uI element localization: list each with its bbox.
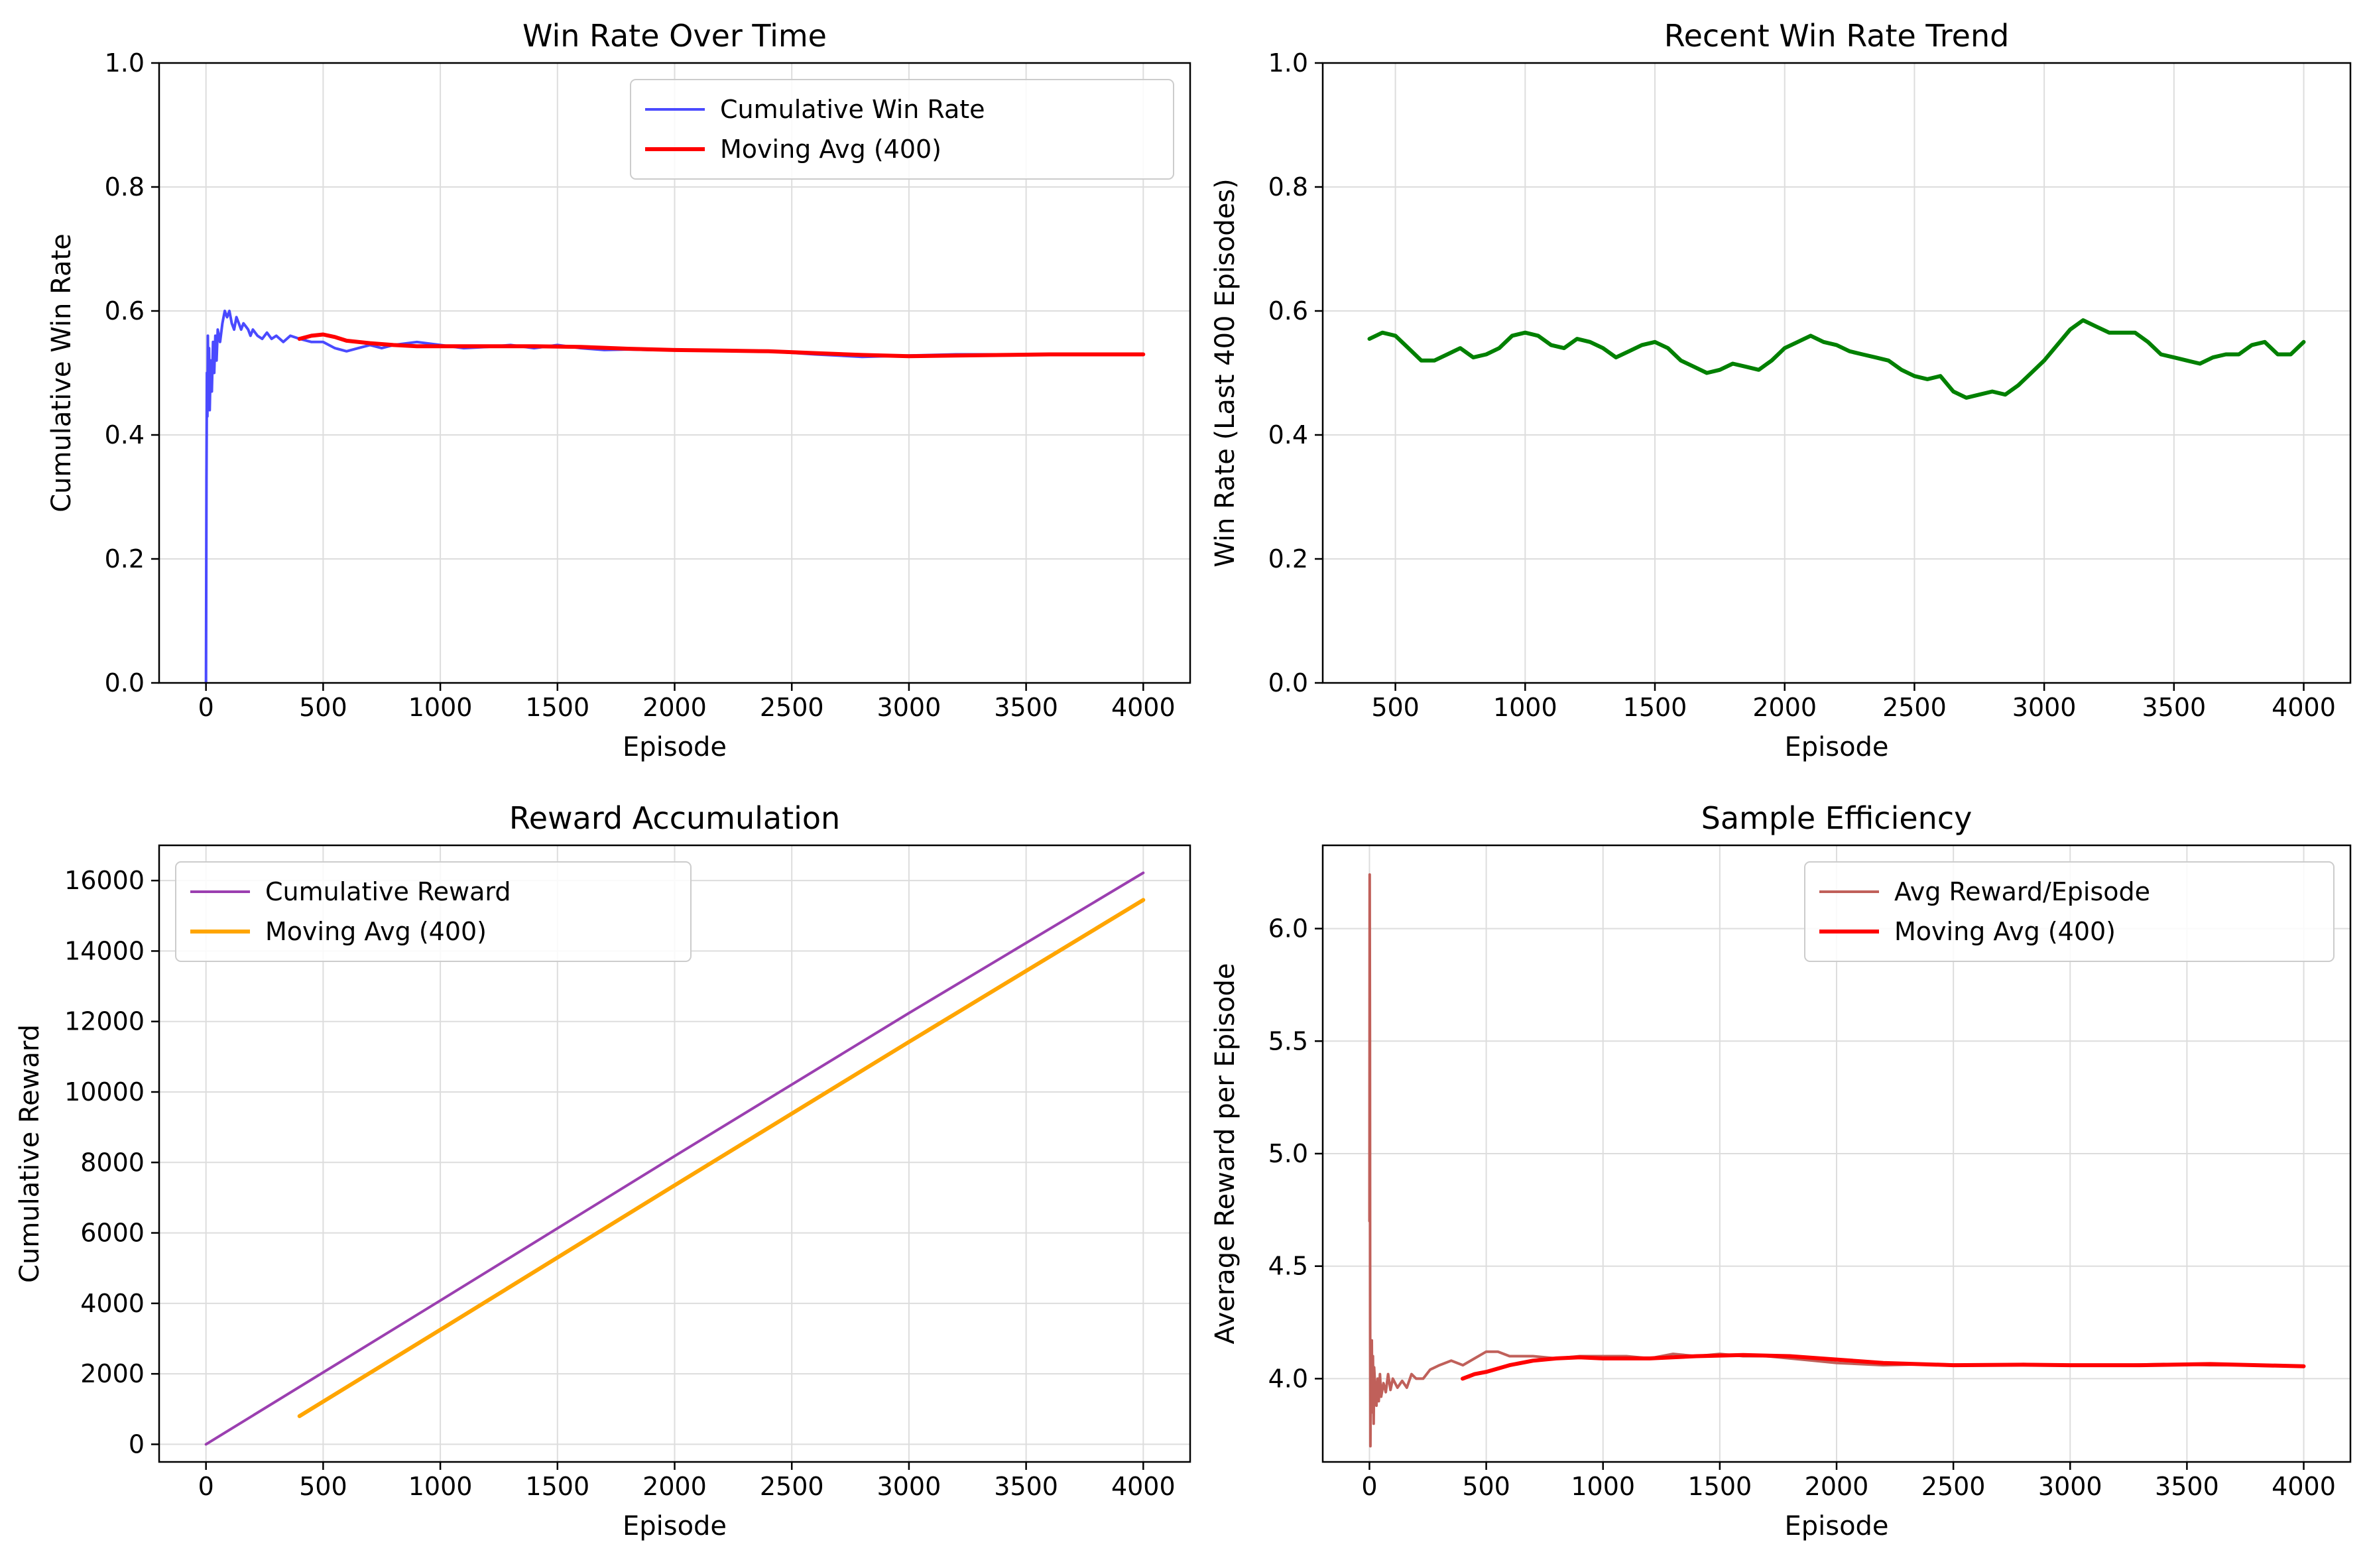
x-tick-label: 1000 xyxy=(1571,1472,1635,1501)
x-tick-label: 0 xyxy=(198,1472,214,1501)
x-tick-label: 4000 xyxy=(1111,693,1176,722)
y-tick-label: 5.0 xyxy=(1268,1139,1308,1168)
x-tick-label: 1500 xyxy=(1623,693,1687,722)
x-tick-label: 1000 xyxy=(1493,693,1557,722)
x-tick-label: 1000 xyxy=(408,693,473,722)
y-axis-label: Cumulative Win Rate xyxy=(46,233,77,513)
x-tick-label: 3500 xyxy=(994,1472,1058,1501)
y-tick-label: 0 xyxy=(129,1429,145,1459)
legend-entry-label: Moving Avg (400) xyxy=(1894,917,2116,946)
y-tick-label: 16000 xyxy=(64,866,145,895)
x-axis-label: Episode xyxy=(1784,732,1888,762)
legend-entry-label: Moving Avg (400) xyxy=(720,135,941,164)
y-tick-label: 4.0 xyxy=(1268,1364,1308,1393)
legend-entry-label: Avg Reward/Episode xyxy=(1894,877,2150,906)
x-tick-label: 500 xyxy=(299,693,347,722)
y-axis-label: Cumulative Reward xyxy=(15,1024,45,1283)
legend-box xyxy=(630,79,1174,180)
x-tick-label: 3000 xyxy=(2012,693,2077,722)
x-tick-label: 2000 xyxy=(1805,1472,1869,1501)
y-tick-label: 0.2 xyxy=(105,544,145,573)
y-axis-label: Average Reward per Episode xyxy=(1210,963,1241,1345)
x-tick-label: 0 xyxy=(1361,1472,1377,1501)
y-tick-label: 6.0 xyxy=(1268,914,1308,943)
y-tick-label: 1.0 xyxy=(1268,48,1308,78)
x-axis-label: Episode xyxy=(623,732,727,762)
x-tick-label: 2000 xyxy=(642,1472,707,1501)
y-tick-label: 4.5 xyxy=(1268,1252,1308,1281)
y-tick-label: 0.2 xyxy=(1268,544,1308,573)
x-tick-label: 0 xyxy=(198,693,214,722)
y-tick-label: 4000 xyxy=(80,1289,145,1318)
x-tick-label: 3500 xyxy=(2155,1472,2219,1501)
x-tick-label: 500 xyxy=(1462,1472,1510,1501)
x-tick-label: 4000 xyxy=(2272,693,2336,722)
x-tick-label: 2500 xyxy=(760,1472,824,1501)
x-tick-label: 1500 xyxy=(1688,1472,1752,1501)
x-tick-label: 2000 xyxy=(642,693,707,722)
y-tick-label: 0.0 xyxy=(1268,668,1308,697)
x-tick-label: 2500 xyxy=(1921,1472,1986,1501)
x-axis-label: Episode xyxy=(1784,1511,1888,1541)
x-tick-label: 3500 xyxy=(2142,693,2206,722)
axes-frame xyxy=(1321,62,2352,684)
y-tick-label: 0.0 xyxy=(105,668,145,697)
chart-reward: 0 500 1000 1500 2000 2500 3000 3500 4000 0 2000 400… xyxy=(15,800,1191,1541)
y-tick-label: 0.6 xyxy=(105,296,145,326)
x-axis-label: Episode xyxy=(623,1511,727,1541)
x-tick-label: 4000 xyxy=(1111,1472,1176,1501)
series-line-1 xyxy=(204,871,1145,1446)
chart-title: Reward Accumulation xyxy=(509,800,840,836)
x-tick-label: 2500 xyxy=(760,693,824,722)
y-tick-label: 0.4 xyxy=(105,420,145,450)
y-tick-label: 14000 xyxy=(64,936,145,965)
series-line-2 xyxy=(297,332,1146,359)
x-tick-label: 2000 xyxy=(1752,693,1817,722)
y-tick-label: 6000 xyxy=(80,1219,145,1248)
series-line-1 xyxy=(1367,318,2306,400)
y-tick-label: 2000 xyxy=(80,1359,145,1388)
y-tick-label: 0.4 xyxy=(1268,420,1308,450)
x-tick-label: 3000 xyxy=(2038,1472,2102,1501)
x-tick-label: 1500 xyxy=(525,693,589,722)
x-tick-label: 3000 xyxy=(877,693,941,722)
y-tick-label: 10000 xyxy=(64,1077,145,1107)
chart-title: Win Rate Over Time xyxy=(522,18,827,54)
chart-eff: 0 500 1000 1500 2000 2500 3000 3500 4000 4.0 4.5 5.… xyxy=(1210,800,2352,1541)
x-tick-label: 3000 xyxy=(877,1472,941,1501)
x-tick-label: 2500 xyxy=(1882,693,1947,722)
y-tick-label: 0.8 xyxy=(105,172,145,202)
y-tick-label: 8000 xyxy=(80,1148,145,1177)
y-tick-label: 1.0 xyxy=(105,48,145,78)
y-tick-label: 12000 xyxy=(64,1007,145,1036)
x-tick-label: 1500 xyxy=(525,1472,589,1501)
y-tick-label: 0.8 xyxy=(1268,172,1308,202)
series-line-1 xyxy=(1368,873,2305,1448)
series-line-2 xyxy=(297,898,1146,1418)
legend: Cumulative Win Rate Moving Avg (400) xyxy=(630,79,1174,180)
x-tick-label: 3500 xyxy=(994,693,1058,722)
y-tick-label: 5.5 xyxy=(1268,1026,1308,1055)
legend-box xyxy=(175,861,692,962)
series-line-2 xyxy=(1461,1353,2306,1381)
x-tick-label: 4000 xyxy=(2272,1472,2336,1501)
legend-entry-label: Cumulative Reward xyxy=(265,877,511,906)
x-tick-label: 500 xyxy=(299,1472,347,1501)
legend: Avg Reward/Episode Moving Avg (400) xyxy=(1804,861,2335,962)
legend-entry-label: Cumulative Win Rate xyxy=(720,95,985,124)
legend-entry-label: Moving Avg (400) xyxy=(265,917,487,946)
chart-win: 0 500 1000 1500 2000 2500 3000 3500 4000 0.0 0.2 0.… xyxy=(46,18,1191,762)
y-tick-label: 0.6 xyxy=(1268,296,1308,326)
y-axis-label: Win Rate (Last 400 Episodes) xyxy=(1210,178,1241,568)
x-tick-label: 500 xyxy=(1371,693,1420,722)
chart-title: Recent Win Rate Trend xyxy=(1664,18,2010,54)
legend-box xyxy=(1804,861,2335,962)
legend: Cumulative Reward Moving Avg (400) xyxy=(175,861,692,962)
x-tick-label: 1000 xyxy=(408,1472,473,1501)
chart-title: Sample Efficiency xyxy=(1701,800,1972,836)
chart-recent: 500 1000 1500 2000 2500 3000 3500 4000 0.0 0.2 0.4… xyxy=(1210,18,2352,762)
